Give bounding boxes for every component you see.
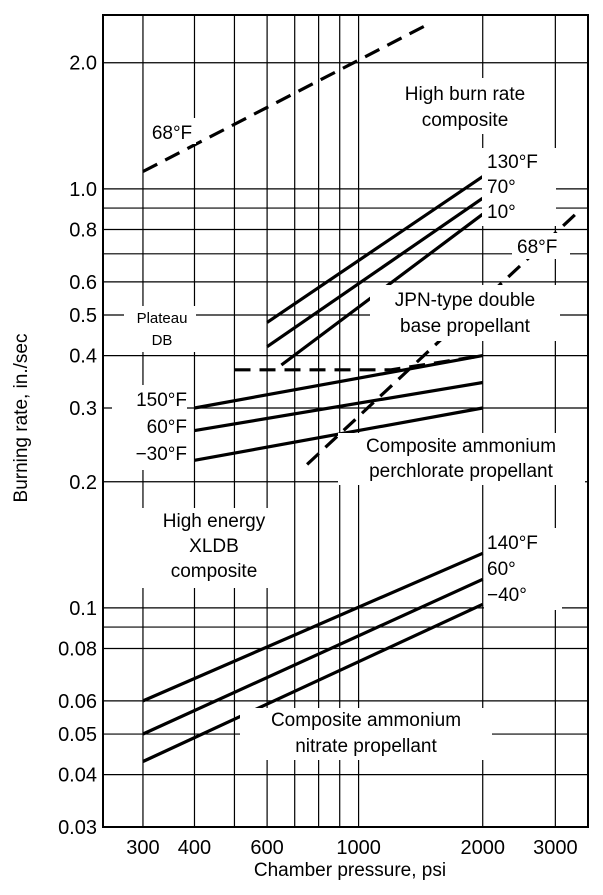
series-line	[142, 551, 484, 703]
label-150f: 150°F	[136, 390, 187, 411]
label-xldb-2: XLDB	[189, 536, 239, 557]
label-db: DB	[152, 332, 173, 349]
label-10: 10°	[487, 202, 516, 223]
label-xldb-3: composite	[171, 561, 258, 582]
x-tick-label: 2000	[460, 837, 505, 859]
y-tick-label: 0.8	[69, 219, 97, 241]
label-68f-high-burn: 68°F	[152, 123, 192, 144]
x-tick-label: 1000	[336, 837, 381, 859]
x-tick-label: 600	[250, 837, 283, 859]
x-axis-label: Chamber pressure, psi	[254, 860, 446, 881]
series-line	[266, 175, 484, 324]
label-high-burn-1: High burn rate	[405, 84, 525, 105]
label-jpn-2: base propellant	[400, 316, 531, 337]
x-tick-label: 400	[178, 837, 211, 859]
plot-frame	[102, 14, 589, 828]
label-can-1: Composite ammonium	[271, 710, 461, 731]
y-tick-label: 0.5	[69, 305, 97, 327]
label-cap-2: perchlorate propellant	[369, 461, 554, 482]
label-70: 70°	[487, 177, 516, 198]
label-minus30f: −30°F	[136, 444, 187, 465]
y-tick-label: 0.1	[69, 598, 97, 620]
y-tick-label: 0.04	[58, 765, 97, 787]
series-line	[194, 354, 483, 410]
annotations: High burn rate composite 68°F 130°F 70° …	[112, 78, 585, 760]
y-tick-label: 0.08	[58, 639, 97, 661]
series-line	[194, 380, 483, 433]
y-tick-label: 0.4	[69, 346, 97, 368]
label-jpn-1: JPN-type double	[395, 290, 535, 311]
series-line	[266, 196, 484, 349]
y-tick-label: 0.05	[58, 724, 97, 746]
y-tick-labels: 2.0 1.0 0.8 0.6 0.5 0.4 0.3 0.2 0.1 0.08 0.06 0.05 0…	[58, 53, 97, 839]
series-line	[234, 354, 483, 372]
x-tick-labels: 300 400 600 1000 2000 3000	[126, 837, 577, 859]
series-group	[142, 24, 579, 763]
y-tick-label: 0.03	[58, 817, 97, 839]
y-tick-label: 1.0	[69, 179, 97, 201]
y-tick-label: 0.6	[69, 272, 97, 294]
series-line	[142, 602, 484, 763]
label-140f: 140°F	[487, 533, 538, 554]
y-tick-label: 0.2	[69, 472, 97, 494]
y-tick-label: 2.0	[69, 53, 97, 75]
grid-lines	[103, 15, 588, 827]
label-60: 60°	[487, 559, 516, 580]
label-xldb-1: High energy	[163, 511, 266, 532]
label-68f-xldb: 68°F	[517, 237, 557, 258]
label-can-2: nitrate propellant	[295, 736, 437, 757]
y-tick-label: 0.3	[69, 398, 97, 420]
label-plateau: Plateau	[137, 310, 188, 327]
series-line	[142, 24, 426, 173]
x-tick-label: 3000	[533, 837, 578, 859]
y-axis-label: Burning rate, in./sec	[11, 334, 32, 503]
label-60f: 60°F	[147, 417, 187, 438]
x-tick-label: 300	[126, 837, 159, 859]
label-high-burn-2: composite	[422, 110, 509, 131]
label-minus40: −40°	[487, 585, 527, 606]
series-line	[142, 577, 484, 736]
y-tick-label: 0.06	[58, 691, 97, 713]
label-130f: 130°F	[487, 152, 538, 173]
label-cap-1: Composite ammonium	[366, 436, 556, 457]
